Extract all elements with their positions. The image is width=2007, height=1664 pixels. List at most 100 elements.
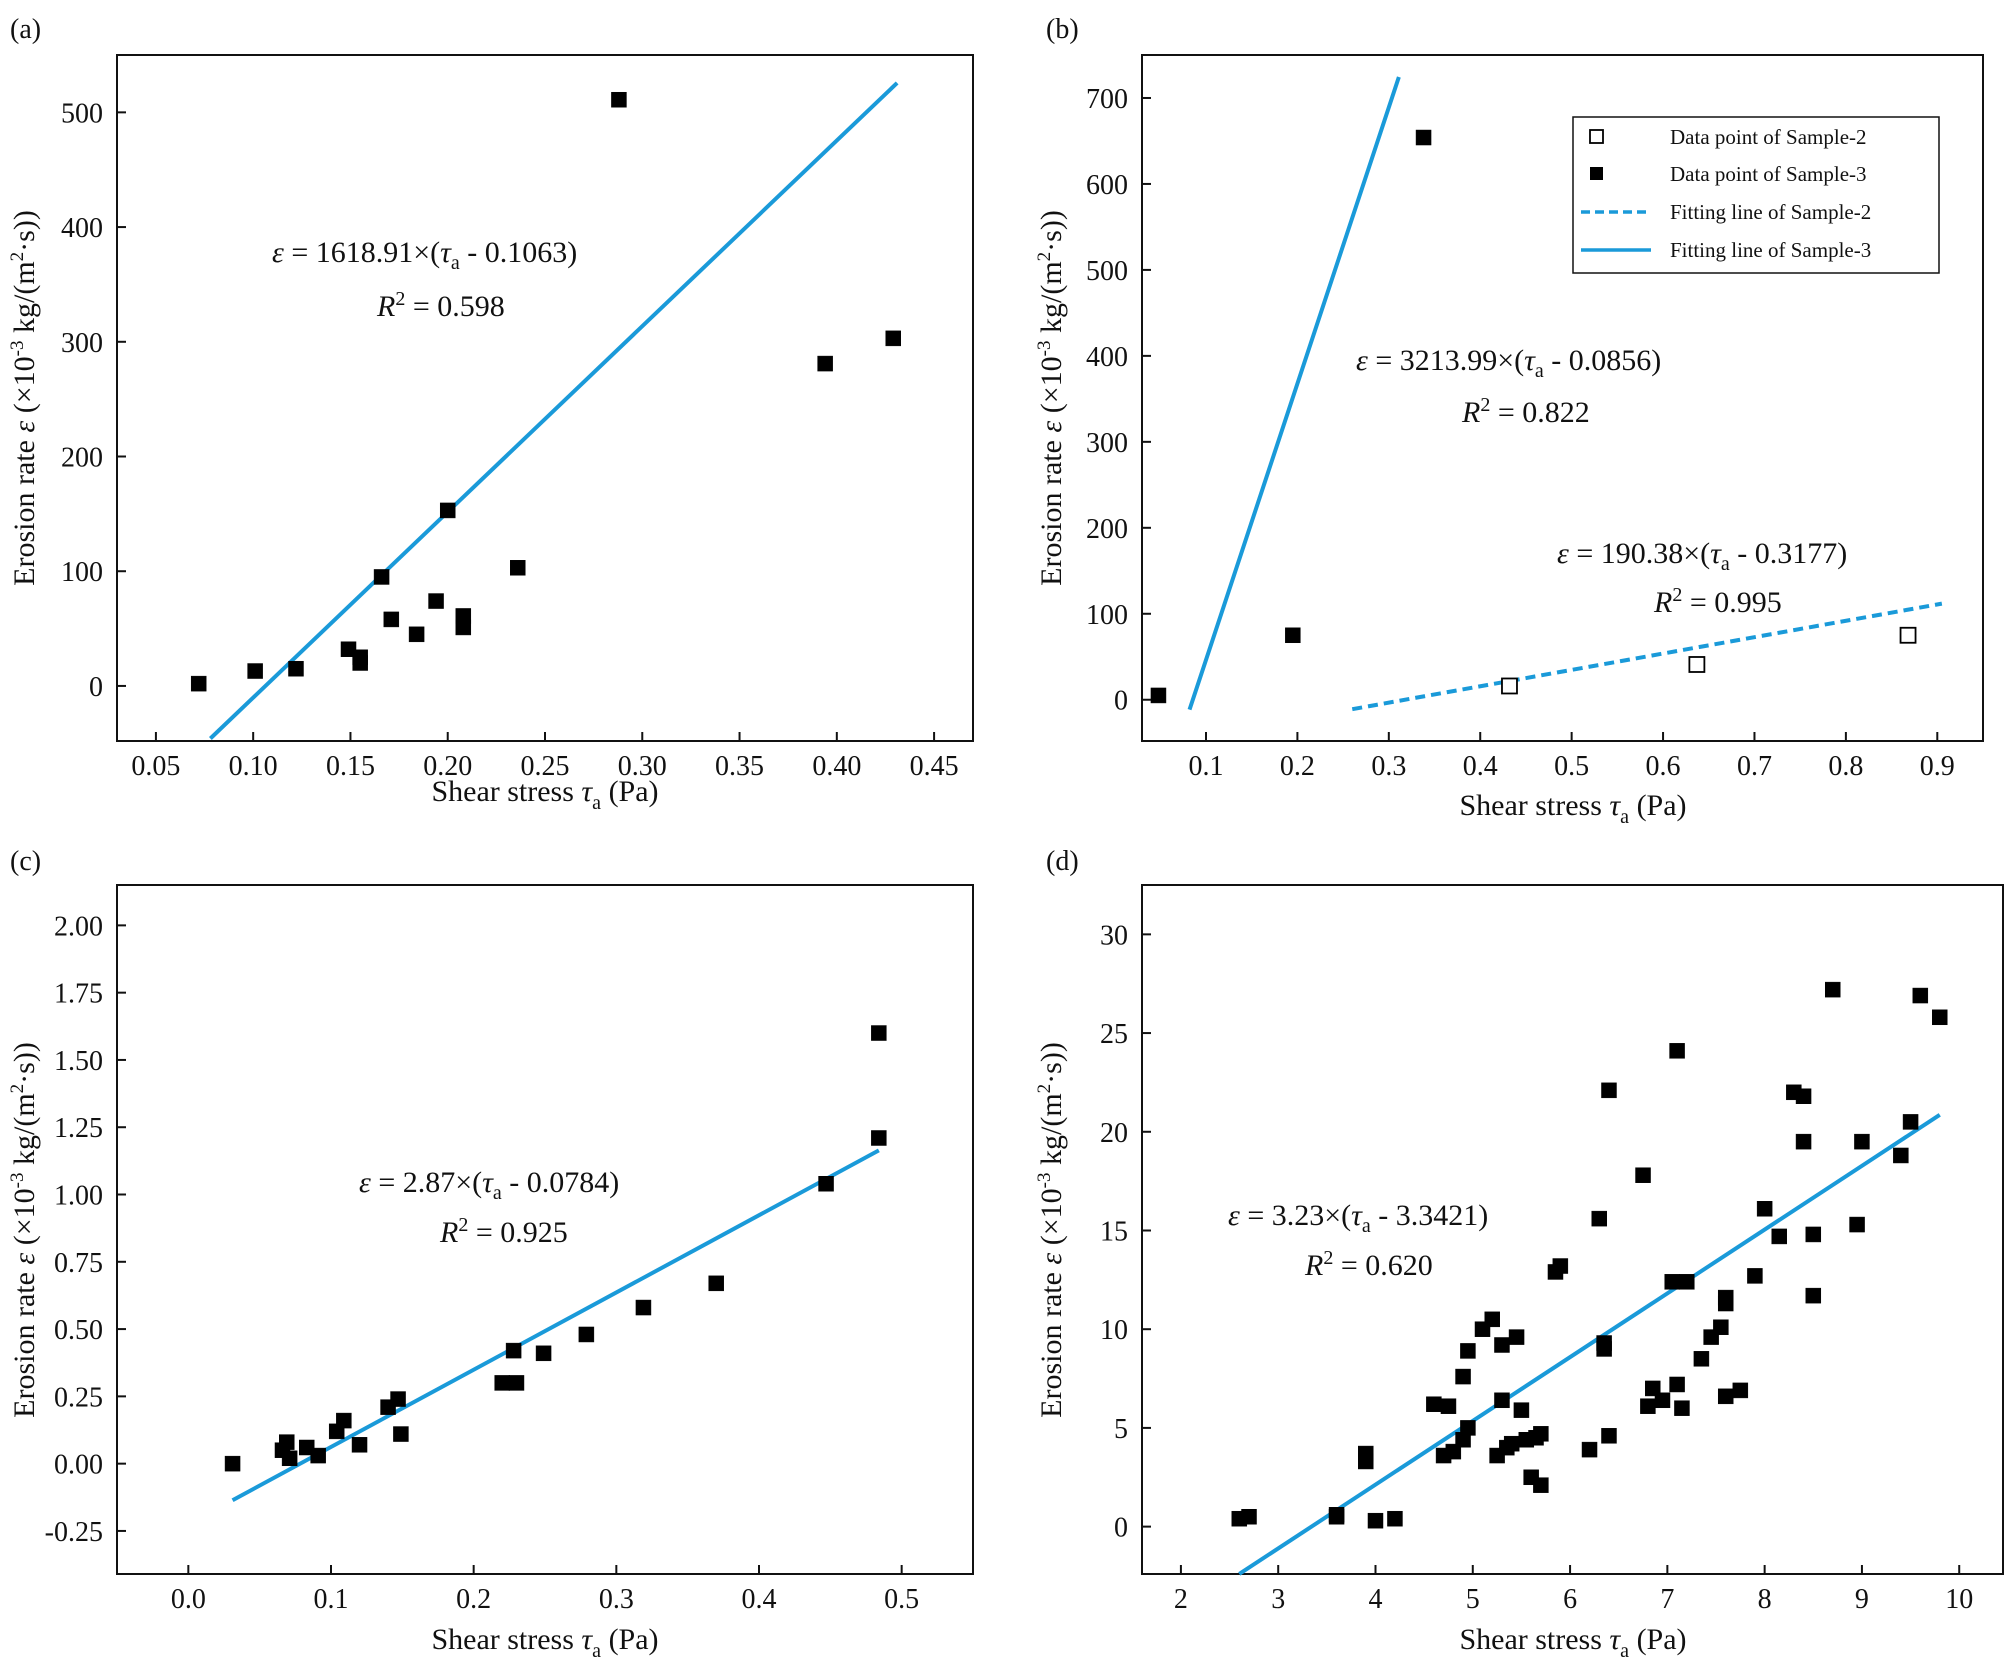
data-point-filled-square: [1494, 1337, 1510, 1353]
x-tick-label-b: 0.1: [1188, 751, 1223, 782]
data-point-filled-square: [224, 1455, 241, 1472]
y-tick-label-c: 0.25: [54, 1382, 103, 1413]
data-point-filled-square: [1795, 1088, 1812, 1104]
data-point-filled-square: [817, 355, 833, 372]
data-point-filled-square: [1805, 1226, 1822, 1243]
y-tick-label-c: 0.75: [54, 1248, 103, 1279]
x-axis-title-b: Shear stress τa (Pa): [1459, 789, 1686, 828]
x-tick-label-b: 0.8: [1828, 751, 1863, 782]
data-points-d: [1231, 981, 1948, 1529]
data-point-filled-square: [281, 1450, 298, 1467]
data-point-filled-square: [1771, 1228, 1787, 1245]
x-tick-label-d: 6: [1563, 1584, 1577, 1615]
legend-marker-open-square: [1589, 129, 1604, 144]
data-point-filled-square: [390, 1391, 406, 1407]
x-tick-label-b: 0.6: [1646, 751, 1681, 782]
legend-marker-filled-square: [1590, 167, 1603, 180]
legend-b: Data point of Sample-2 Data point of Sam…: [1572, 116, 1940, 274]
data-point-filled-square: [408, 626, 425, 643]
fit-r2-a: R2 = 0.598: [376, 288, 505, 323]
data-point-filled-square: [1654, 1392, 1671, 1409]
data-point-filled-square: [1415, 129, 1432, 146]
data-point-filled-square: [635, 1299, 652, 1316]
data-point-filled-square: [1503, 1435, 1520, 1452]
x-tick-label-c: 0.3: [599, 1584, 634, 1615]
data-point-filled-square: [1805, 1287, 1822, 1304]
data-point-filled-square: [885, 330, 901, 347]
data-point-filled-square: [494, 1375, 510, 1391]
y-tick-label-d: 25: [1100, 1019, 1128, 1050]
data-point-filled-square: [336, 1412, 352, 1429]
data-point-filled-square: [1932, 1009, 1948, 1026]
data-point-filled-square: [439, 502, 456, 519]
data-point-filled-square: [352, 655, 368, 671]
fit-r2-b-sample3: R2 = 0.822: [1461, 394, 1590, 429]
data-point-open-square: [1688, 656, 1706, 673]
data-point-filled-square: [1902, 1114, 1919, 1130]
data-point-filled-square: [1664, 1274, 1680, 1290]
x-axis-title-a: Shear stress τa (Pa): [431, 775, 658, 814]
data-point-filled-square: [1601, 1428, 1617, 1444]
panel-label-c: (c): [10, 846, 41, 877]
data-point-filled-square: [455, 619, 472, 636]
data-point-filled-square: [1440, 1398, 1457, 1414]
x-tick-label-c: 0.2: [456, 1584, 491, 1615]
x-tick-label-a: 0.25: [521, 751, 570, 782]
x-axis-ticks-d: 2 3 4 5 6 7 8 9 10: [1174, 1565, 1973, 1615]
fit-line-c-solid: [231, 1148, 880, 1503]
x-axis-ticks-c: 0.0 0.1 0.2 0.3 0.4 0.5: [171, 1565, 919, 1615]
x-tick-label-d: 4: [1368, 1584, 1382, 1615]
data-point-filled-square: [340, 641, 357, 657]
y-tick-label-b: 100: [1086, 600, 1128, 631]
y-tick-label-b: 400: [1086, 342, 1128, 373]
x-tick-label-a: 0.45: [910, 751, 959, 782]
y-axis-ticks-d: 0 5 10 15 20 25 30: [1100, 920, 1151, 1544]
data-point-filled-square: [393, 1426, 409, 1442]
data-point-filled-square: [871, 1130, 887, 1146]
y-tick-label-b: 0: [1114, 686, 1128, 717]
x-tick-label-d: 8: [1758, 1584, 1772, 1615]
data-point-filled-square: [1596, 1341, 1612, 1357]
y-tick-label-b: 500: [1086, 256, 1128, 287]
panel-label-a: (a): [10, 14, 41, 45]
y-tick-label-a: 200: [61, 443, 103, 474]
y-tick-label-d: 15: [1100, 1216, 1128, 1247]
x-tick-label-c: 0.1: [314, 1584, 349, 1615]
fit-equation-b-sample2: ε = 190.38×(τa - 0.3177): [1557, 537, 1847, 575]
y-tick-label-d: 0: [1114, 1513, 1128, 1544]
fit-equation-b-sample3: ε = 3213.99×(τa - 0.0856): [1356, 344, 1661, 382]
y-axis-ticks-a: 0 100 200 300 400 500: [61, 98, 126, 703]
data-point-filled-square: [1455, 1368, 1471, 1385]
data-point-filled-square: [1460, 1343, 1476, 1359]
data-point-filled-square: [1460, 1420, 1476, 1436]
x-tick-label-a: 0.05: [131, 751, 180, 782]
data-point-filled-square: [1635, 1167, 1651, 1183]
data-point-filled-square: [1367, 1512, 1384, 1529]
data-point-filled-square: [1645, 1380, 1661, 1397]
fit-r2-d: R2 = 0.620: [1304, 1247, 1433, 1282]
fit-equation-c: ε = 2.87×(τa - 0.0784): [359, 1166, 619, 1204]
data-point-filled-square: [1854, 1133, 1870, 1150]
fit-line-b-solid: [1187, 76, 1401, 711]
fit-lines-a: [209, 81, 899, 740]
data-point-filled-square: [1426, 1396, 1442, 1412]
x-tick-label-a: 0.40: [812, 751, 861, 782]
y-axis-ticks-c: -0.25 0.00 0.25 0.50 0.75 1.00 1.25 1.50 1.75 2.0…: [45, 911, 126, 1548]
y-axis-title-d: Erosion rate ε (×10-3 kg/(m2·s)): [1034, 1042, 1068, 1418]
data-point-filled-square: [1795, 1133, 1812, 1150]
fit-lines-b: [1187, 76, 1943, 712]
data-point-filled-square: [1693, 1351, 1710, 1367]
x-tick-label-d: 2: [1174, 1584, 1188, 1615]
data-point-filled-square: [1717, 1388, 1734, 1405]
y-tick-label-c: -0.25: [45, 1517, 103, 1548]
data-point-filled-square: [1717, 1295, 1734, 1312]
x-tick-label-a: 0.35: [715, 751, 764, 782]
x-axis-ticks-a: 0.05 0.10 0.15 0.20 0.25 0.30 0.35 0.40 0.45: [131, 732, 959, 782]
data-point-filled-square: [1328, 1508, 1345, 1525]
data-point-filled-square: [708, 1275, 724, 1292]
data-point-filled-square: [1494, 1392, 1510, 1409]
data-point-filled-square: [1241, 1508, 1257, 1525]
data-point-filled-square: [373, 569, 390, 585]
data-point-filled-square: [1747, 1268, 1763, 1284]
